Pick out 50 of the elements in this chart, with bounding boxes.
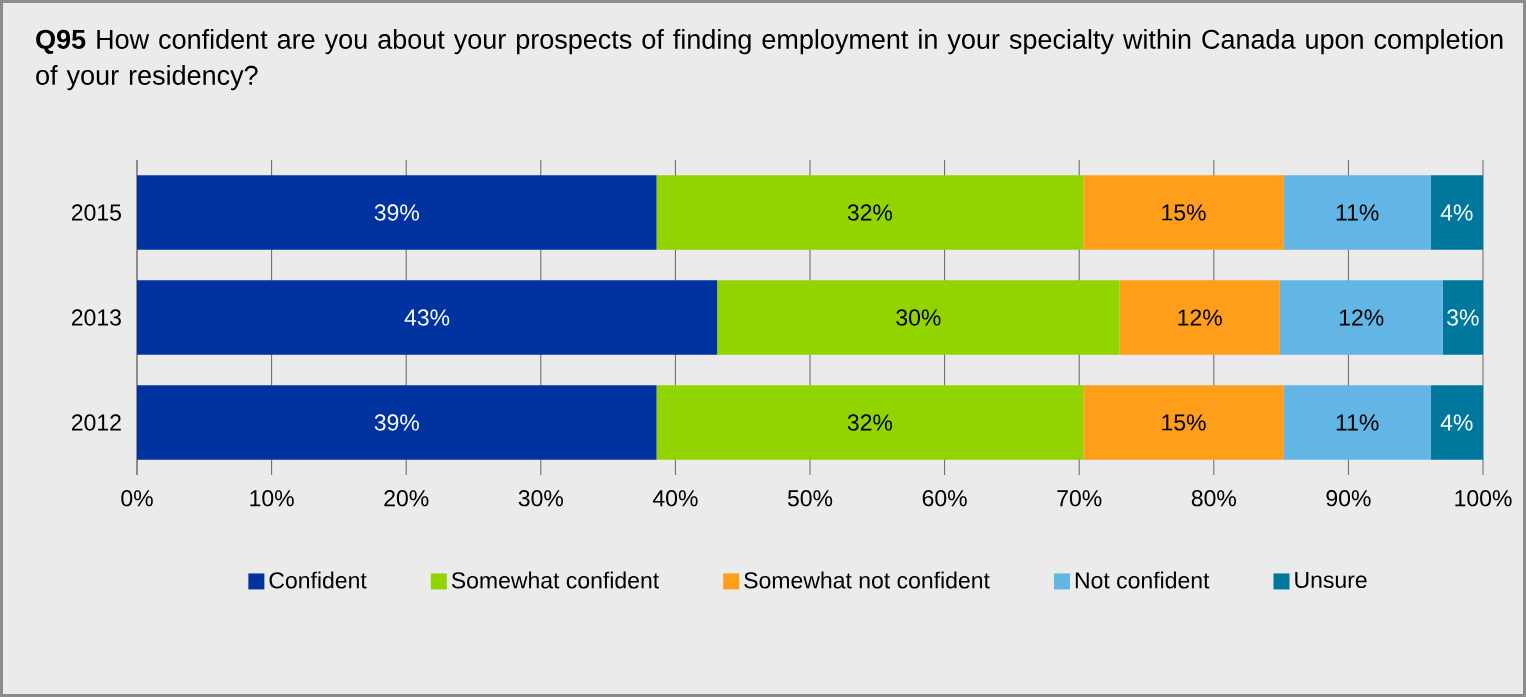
x-tick-label: 30% [518,490,563,507]
data-label: 30% [896,309,941,326]
bar [137,385,657,460]
bar [137,175,657,250]
bar [717,280,1120,355]
bar [656,385,1084,460]
y-tick-label: 2015 [71,204,121,221]
data-label: 4% [1440,204,1473,221]
bar [656,175,1084,250]
data-label: 15% [1162,204,1206,221]
bar [1430,175,1484,250]
x-tick-label: 50% [787,490,833,507]
legend-label: Not confident [1075,571,1210,589]
legend-label: Somewhat not confident [744,571,990,589]
bar [1083,175,1284,250]
bar [1083,385,1284,460]
x-tick-label: 40% [652,490,698,507]
bar [1283,175,1431,250]
data-label: 32% [847,204,893,221]
y-tick-label: 2013 [71,309,121,326]
x-tick-label: 60% [922,490,967,507]
data-label: 12% [1339,309,1384,326]
y-tick-label: 2012 [71,414,121,431]
bar [1430,385,1484,460]
bar [1279,280,1443,355]
bar [1283,385,1431,460]
data-label: 4% [1440,414,1473,431]
data-label: 11% [1336,204,1379,221]
x-tick-label: 70% [1057,490,1102,507]
data-label: 12% [1178,309,1222,326]
data-label: 39% [374,204,419,221]
x-tick-label: 100% [1455,490,1512,507]
bar [1119,280,1280,355]
x-tick-label: 10% [250,490,294,507]
legend-label: Unsure [1295,572,1367,589]
bar [1442,280,1484,355]
data-label: 43% [404,309,450,326]
data-label: 15% [1162,414,1206,431]
data-label: 39% [374,414,419,431]
legend-label: Somewhat confident [451,571,659,589]
data-label: 32% [847,414,893,431]
bar [137,280,718,355]
x-tick-label: 0% [121,490,153,507]
data-label: 3% [1447,309,1479,326]
data-label: 11% [1336,414,1379,431]
x-tick-label: 20% [384,490,429,507]
x-tick-label: 90% [1326,490,1371,507]
chart-title: Q95 How confident are you about your prospects of finding employment in your specialty within Canada upon completion of your residency? [36,29,1503,91]
x-tick-label: 80% [1191,490,1237,507]
legend-label: Confident [269,571,367,589]
